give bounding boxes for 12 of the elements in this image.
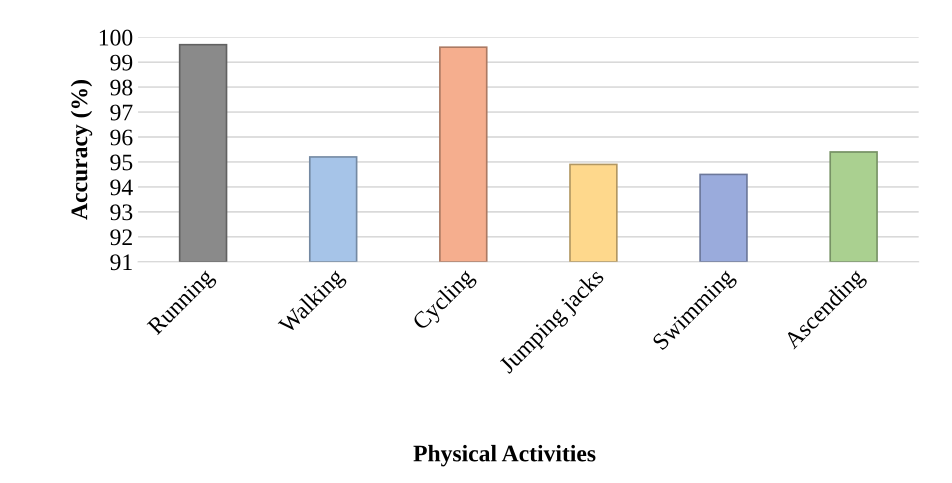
y-tick-label: 94: [110, 179, 133, 196]
y-tick-label: 95: [110, 154, 132, 170]
y-tick-label: 97: [110, 104, 132, 120]
y-tick-label: 92: [110, 229, 132, 246]
y-tick-label: 96: [110, 130, 132, 146]
y-axis-title: Accuracy (%): [70, 80, 92, 220]
y-tick-label: 98: [110, 80, 132, 96]
y-tick-label: 93: [110, 204, 132, 220]
y-tick-label: 91: [110, 254, 132, 270]
y-tick-label: 100: [100, 30, 132, 46]
y-tick-label: 99: [110, 54, 132, 71]
x-axis-title: Physical Activities: [413, 444, 596, 466]
